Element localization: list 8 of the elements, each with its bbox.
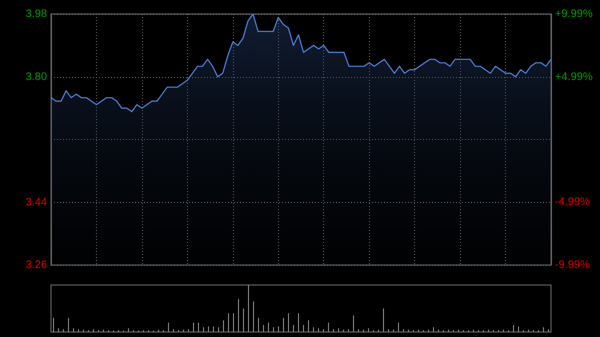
y-tick-label: 3.44 — [26, 196, 47, 208]
y2-tick-label: -9.99% — [555, 259, 590, 271]
y-tick-label: 3.98 — [26, 8, 47, 20]
y2-tick-label: +4.99% — [555, 70, 593, 83]
y2-tick-label: +9.99% — [555, 8, 593, 20]
y-tick-label: 3.80 — [26, 70, 47, 83]
y2-tick-label: -4.99% — [555, 196, 590, 208]
y-tick-label: 3.26 — [26, 259, 47, 271]
